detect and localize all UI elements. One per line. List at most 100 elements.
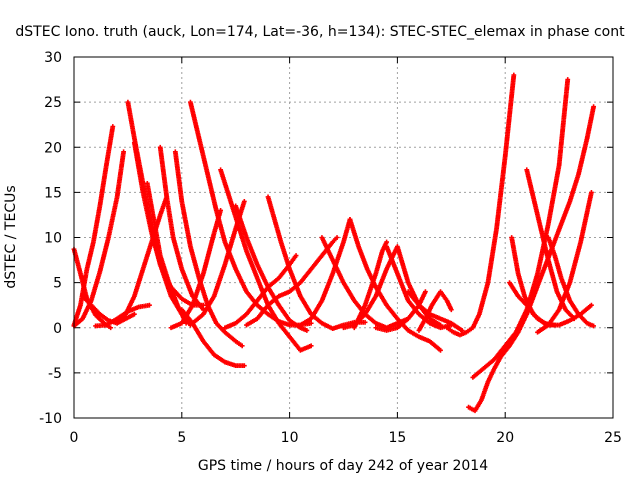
x-tick-label: 25 (604, 430, 622, 446)
data-point (292, 254, 298, 260)
data-point (131, 295, 137, 301)
data-point (254, 260, 260, 266)
data-point (253, 299, 259, 305)
data-point (296, 281, 302, 287)
data-point (415, 333, 420, 339)
x-tick-label: 10 (281, 430, 299, 446)
data-series (405, 289, 465, 333)
x-tick-label: 5 (177, 430, 186, 446)
data-point (355, 242, 361, 248)
data-point (307, 268, 313, 273)
data-point (329, 240, 335, 246)
data-point (501, 344, 507, 350)
data-point (491, 367, 497, 373)
data-point (340, 278, 346, 284)
data-point (497, 355, 503, 361)
data-series (114, 194, 170, 326)
y-tick-label: -10 (39, 411, 62, 427)
data-point (554, 287, 559, 293)
data-point (575, 173, 581, 179)
data-series (351, 239, 390, 331)
data-point (514, 292, 520, 298)
data-point (285, 289, 291, 295)
y-tick-label: 10 (44, 231, 62, 247)
data-point (415, 310, 421, 316)
data-point (360, 319, 366, 325)
data-point (565, 318, 571, 324)
data-series (222, 253, 299, 331)
y-tick-label: 5 (53, 276, 62, 292)
data-point (213, 319, 218, 325)
data-point (275, 276, 280, 282)
data-point (340, 241, 346, 246)
data-point (551, 251, 557, 257)
data-point (307, 310, 313, 316)
data-series (172, 149, 245, 349)
data-point (113, 317, 118, 323)
data-point (462, 330, 468, 336)
data-point (254, 274, 260, 280)
data-point (275, 319, 281, 325)
data-point (562, 305, 568, 311)
data-point (393, 314, 399, 320)
data-point (566, 296, 572, 302)
data-point (383, 301, 389, 307)
y-tick-label: 15 (44, 185, 62, 201)
x-tick-label: 15 (388, 430, 406, 446)
data-point (286, 263, 291, 269)
data-point (232, 265, 238, 270)
data-point (436, 346, 442, 352)
data-point (588, 191, 594, 197)
data-point (189, 292, 195, 298)
data-point (558, 223, 564, 228)
data-point (436, 315, 442, 321)
data-point (199, 312, 205, 318)
axis-ticks: 0 5 10 15 20 25 -10 -5 0 5 10 15 20 25 30 (39, 50, 622, 446)
data-point (243, 287, 249, 293)
data-point (96, 270, 102, 276)
data-point (404, 326, 410, 332)
grid (74, 57, 613, 418)
data-point (565, 78, 570, 84)
y-tick-label: 25 (44, 95, 62, 111)
data-point (566, 200, 572, 206)
data-point (318, 319, 323, 325)
data-point (178, 265, 184, 270)
data-point (523, 301, 528, 307)
data-point (372, 295, 378, 300)
data-series (190, 199, 247, 326)
data-point (189, 304, 195, 309)
data-point (102, 322, 107, 328)
data-point (490, 358, 496, 363)
data-point (96, 310, 102, 316)
data-point (521, 292, 527, 297)
data-series (535, 189, 594, 335)
data-point (479, 367, 485, 372)
data-point (226, 192, 232, 198)
data-point (361, 304, 367, 310)
data-point (134, 305, 140, 311)
data-point (264, 286, 270, 291)
data-point (157, 214, 163, 219)
y-tick-label: 30 (44, 50, 62, 66)
data-point (318, 299, 324, 305)
data-point (286, 333, 291, 338)
data-point (318, 254, 324, 260)
data-point (405, 296, 410, 302)
data-point (242, 312, 248, 318)
data-series (218, 167, 314, 353)
data-point (222, 238, 227, 243)
data-point (372, 272, 378, 278)
data-point (329, 272, 335, 278)
data-series (168, 208, 224, 331)
y-tick-label: 0 (53, 321, 62, 337)
data-point (264, 304, 270, 309)
data-point (307, 344, 313, 349)
data-point (447, 320, 453, 325)
data-point (238, 342, 243, 348)
plot-frame (73, 56, 614, 419)
data-point (199, 305, 205, 311)
data-point (534, 272, 540, 278)
data-point (200, 272, 206, 278)
data-point (271, 215, 277, 221)
